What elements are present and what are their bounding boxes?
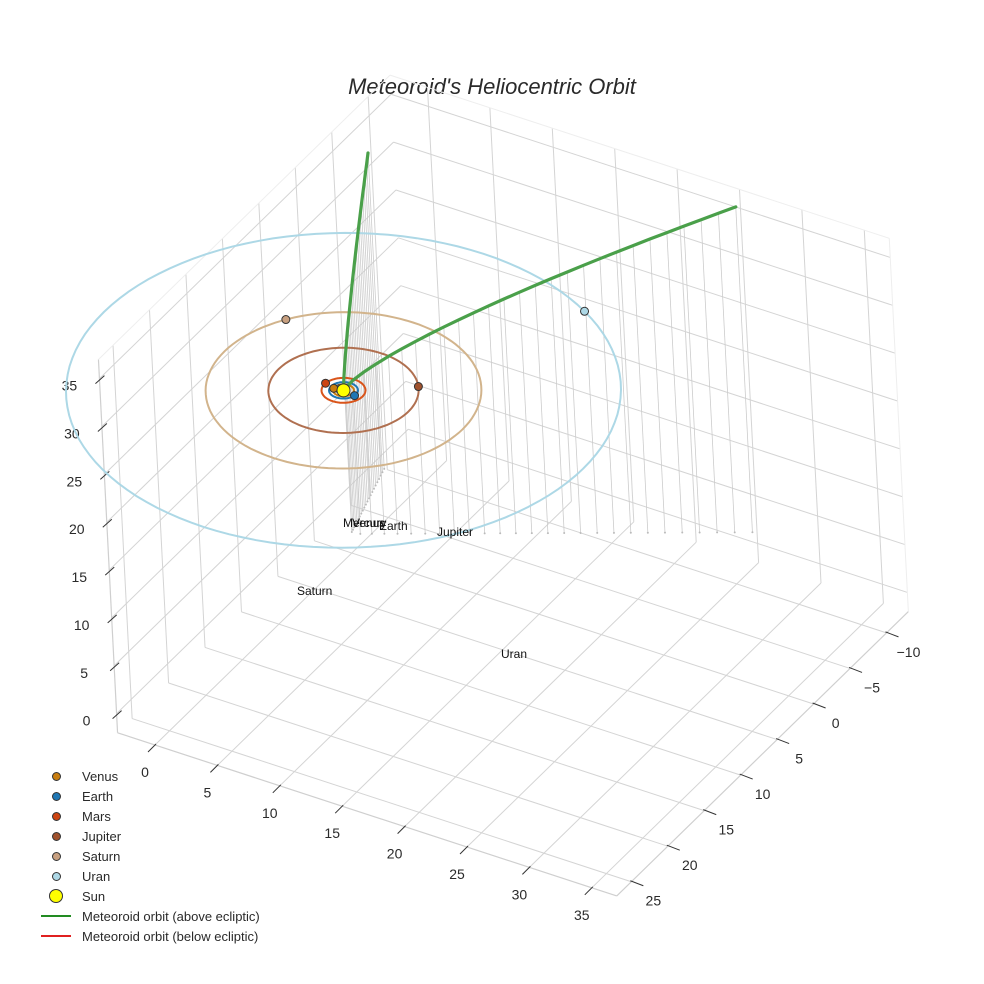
legend-marker-icon — [40, 806, 72, 826]
z-tick-label: 0 — [83, 713, 91, 729]
x-tick-label: 25 — [449, 866, 465, 882]
legend-marker-icon — [40, 886, 72, 906]
legend-label: Meteoroid orbit (below ecliptic) — [82, 928, 259, 944]
sun[interactable] — [336, 383, 351, 398]
z-tick-label: 30 — [64, 426, 80, 442]
y-tick-label: −10 — [897, 644, 921, 660]
planet-venus[interactable] — [329, 383, 339, 393]
z-tick-label: 5 — [80, 665, 88, 681]
drop-lines — [343, 153, 754, 535]
x-tick-label: 35 — [574, 907, 590, 923]
legend-item-jupiter[interactable]: Jupiter — [40, 826, 260, 846]
planet-label: Uran — [501, 647, 527, 661]
legend-label: Sun — [82, 888, 106, 904]
y-tick-label: 25 — [646, 893, 662, 909]
legend-line-icon — [40, 906, 72, 926]
x-tick-label: 5 — [204, 784, 212, 800]
legend-label: Meteoroid orbit (above ecliptic) — [82, 908, 260, 924]
legend-item-venus[interactable]: Venus — [40, 766, 260, 786]
axes: 0 5 10 15 20 25 30 35 −10 −5 0 5 10 15 20 25 0 5 10 15 20 25 3… — [62, 375, 921, 923]
bodies — [281, 306, 590, 401]
legend-marker-icon — [40, 826, 72, 846]
legend-marker-icon — [40, 846, 72, 866]
y-tick-label: 20 — [682, 857, 698, 873]
planet-label: Jupiter — [437, 525, 473, 539]
legend-marker-icon — [40, 866, 72, 886]
legend: Venus Earth Mars Jupiter Saturn Uran Sun Meteor… — [40, 766, 260, 946]
legend-label: Mars — [82, 808, 111, 824]
planet-label: Venus — [352, 516, 385, 530]
z-tick-label: 10 — [74, 617, 90, 633]
z-tick-label: 15 — [71, 569, 87, 585]
x-tick-label: 30 — [512, 886, 528, 902]
x-tick-label: 10 — [262, 805, 278, 821]
legend-label: Venus — [82, 768, 119, 784]
legend-item-uran[interactable]: Uran — [40, 866, 260, 886]
legend-item-meteoroid-orbit-below-ecliptic[interactable]: Meteoroid orbit (below ecliptic) — [40, 926, 260, 946]
legend-item-earth[interactable]: Earth — [40, 786, 260, 806]
legend-line-icon — [40, 926, 72, 946]
y-tick-label: −5 — [864, 679, 880, 695]
orbit-jupiter — [267, 346, 420, 435]
grid — [97, 74, 909, 897]
orbit-saturn — [204, 311, 483, 470]
meteoroid-orbit-above — [341, 151, 370, 392]
z-tick-label: 20 — [69, 521, 85, 537]
y-tick-label: 10 — [755, 786, 771, 802]
legend-label: Jupiter — [82, 828, 122, 844]
x-tick-label: 15 — [324, 825, 340, 841]
legend-item-meteoroid-orbit-above-ecliptic[interactable]: Meteoroid orbit (above ecliptic) — [40, 906, 260, 926]
meteoroid-orbit — [341, 151, 738, 392]
y-tick-label: 0 — [832, 715, 840, 731]
x-tick-label: 0 — [141, 764, 149, 780]
z-tick-label: 25 — [67, 473, 83, 489]
x-tick-label: 20 — [387, 846, 403, 862]
planet-label: Earth — [379, 519, 408, 533]
legend-marker-icon — [40, 766, 72, 786]
planet-saturn[interactable] — [281, 315, 291, 325]
planet-jupiter[interactable] — [413, 382, 423, 392]
planet-mars[interactable] — [321, 378, 331, 388]
chart-title: Meteoroid's Heliocentric Orbit — [348, 74, 636, 99]
legend-marker-icon — [40, 786, 72, 806]
planet-earth[interactable] — [350, 391, 360, 401]
legend-label: Earth — [82, 788, 114, 804]
y-tick-label: 15 — [718, 822, 734, 838]
legend-label: Uran — [82, 868, 111, 884]
planet-uran[interactable] — [580, 306, 590, 316]
legend-item-mars[interactable]: Mars — [40, 806, 260, 826]
legend-item-saturn[interactable]: Saturn — [40, 846, 260, 866]
planet-label: Saturn — [297, 584, 332, 598]
meteoroid-orbit-above — [341, 205, 738, 392]
legend-label: Saturn — [82, 848, 121, 864]
planet-label: Mercury — [343, 516, 386, 530]
y-tick-label: 5 — [795, 751, 803, 767]
z-tick-label: 35 — [62, 378, 78, 394]
legend-item-sun[interactable]: Sun — [40, 886, 260, 906]
